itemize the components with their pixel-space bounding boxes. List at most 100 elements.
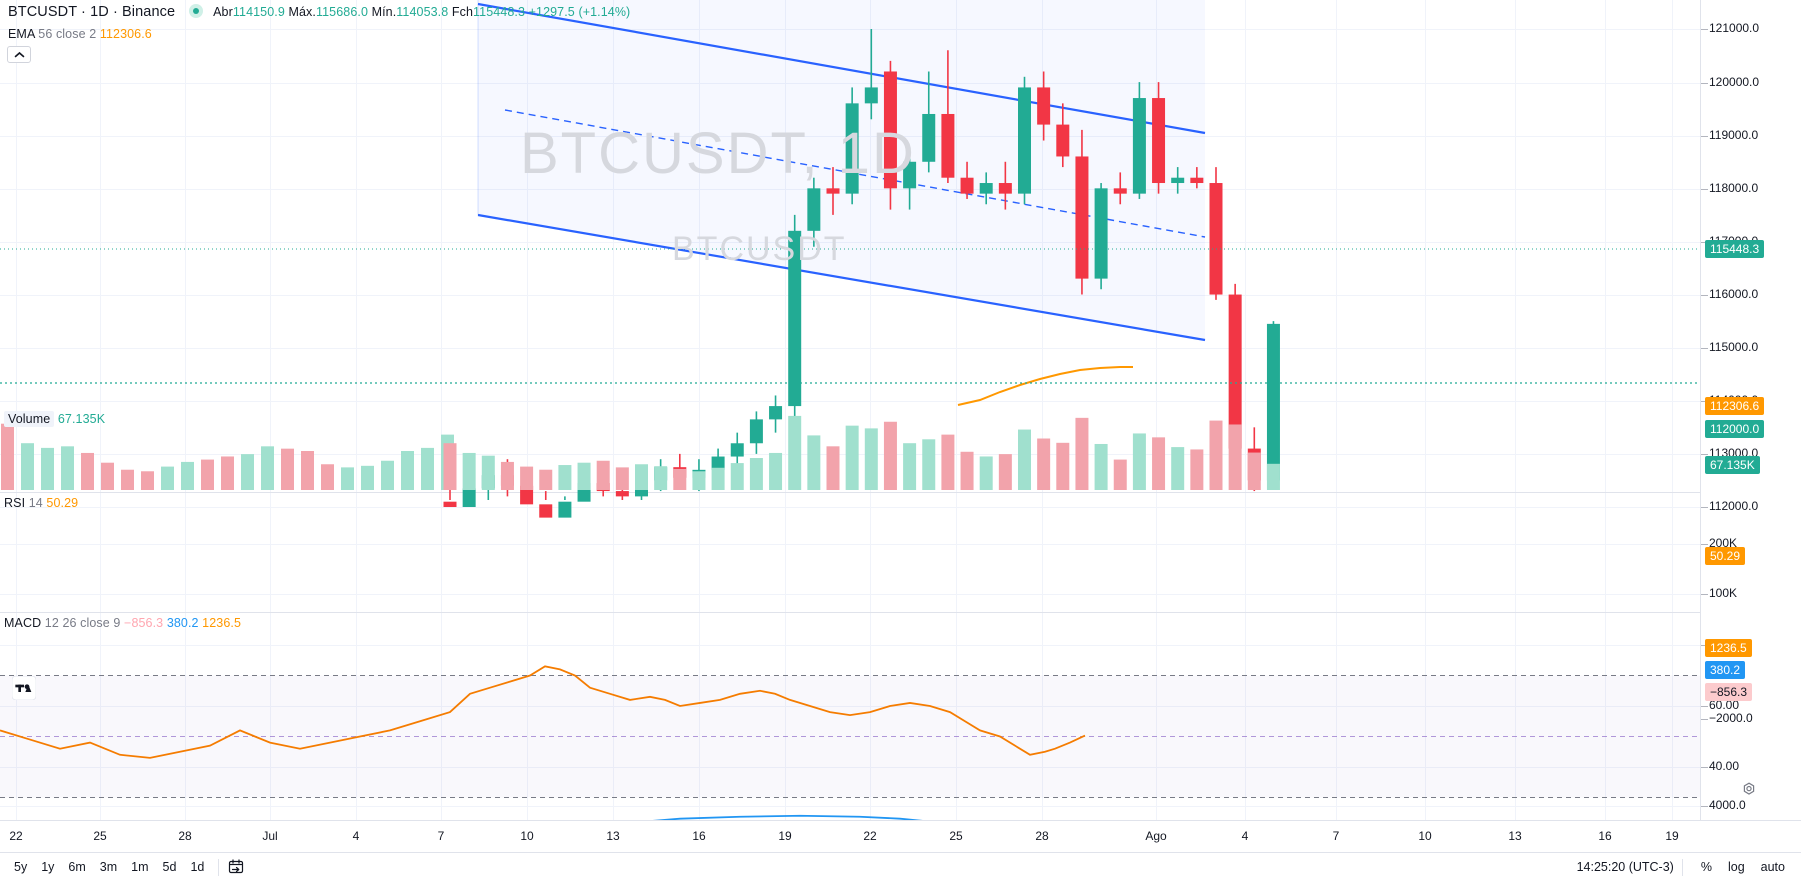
grid-line-vertical xyxy=(356,0,357,820)
candle-body xyxy=(1094,188,1108,279)
grid-line-vertical xyxy=(270,0,271,820)
pane-separator[interactable] xyxy=(0,492,1700,493)
time-axis-label: 16 xyxy=(692,829,706,843)
range-button-3m[interactable]: 3m xyxy=(99,860,118,874)
ema-value: 112306.6 xyxy=(99,27,152,41)
candle-body xyxy=(1190,177,1204,184)
macd-line-badge[interactable]: 1236.5 xyxy=(1705,639,1752,657)
volume-legend[interactable]: Volume 67.135K xyxy=(4,411,105,427)
candle-body xyxy=(1209,183,1223,295)
candle-body xyxy=(1113,188,1127,194)
time-axis-label: 25 xyxy=(93,829,107,843)
volume-bar xyxy=(635,464,648,490)
volume-last-badge[interactable]: 67.135K xyxy=(1705,456,1760,474)
volume-bar xyxy=(1247,452,1261,490)
high-value: 115686.0 xyxy=(315,5,368,19)
candle-body xyxy=(769,406,783,420)
high-label: Máx. xyxy=(288,5,316,19)
time-axis[interactable]: 22 25 28 Jul 4 7 10 13 16 19 22 25 28 Ago 4 7 10 13 16 19 xyxy=(0,820,1801,852)
volume-bar xyxy=(221,456,234,490)
pane-separator[interactable] xyxy=(0,612,1700,613)
ema-legend[interactable]: EMA 56 close 2 112306.6 xyxy=(8,27,152,41)
rsi-last-badge[interactable]: 50.29 xyxy=(1705,547,1746,565)
volume-bar xyxy=(421,447,434,490)
range-button-1y[interactable]: 1y xyxy=(41,860,55,874)
grid-line-vertical xyxy=(441,0,442,820)
scale-option-percent[interactable]: % xyxy=(1700,860,1712,874)
grid-line-vertical xyxy=(1515,0,1516,820)
range-button-1m[interactable]: 1m xyxy=(131,860,149,874)
time-axis-label: 16 xyxy=(1598,829,1612,843)
macd-signal-badge[interactable]: 380.2 xyxy=(1705,661,1746,679)
gear-icon[interactable] xyxy=(1739,780,1759,800)
axis-tick xyxy=(1701,83,1708,84)
ema-price-badge[interactable]: 112306.6 xyxy=(1705,397,1765,415)
grid-line-vertical xyxy=(1605,0,1606,820)
candle-body xyxy=(1228,294,1242,449)
grid-line-vertical xyxy=(1245,0,1246,820)
volume-bar xyxy=(1266,463,1280,490)
macd-name: MACD xyxy=(4,616,42,630)
volume-bar xyxy=(500,461,514,490)
volume-bar xyxy=(673,468,687,490)
macd-histogram-value: −856.3 xyxy=(124,616,164,630)
last-price-badge[interactable]: 115448.3 xyxy=(1705,240,1765,258)
macd-params: 12 26 close 9 xyxy=(44,616,121,630)
time-axis-label: 19 xyxy=(778,829,792,843)
clock-label[interactable]: 14:25:20 (UTC-3) xyxy=(1576,860,1674,874)
volume-bar xyxy=(1075,417,1089,490)
footer-right-group: 14:25:20 (UTC-3) % log auto xyxy=(1577,858,1801,876)
price-axis[interactable]: 121000.0120000.0119000.0118000.0117000.0… xyxy=(1700,0,1801,820)
axis-tick xyxy=(1701,136,1708,137)
symbol-title[interactable]: BTCUSDT · 1D · Binance xyxy=(8,4,176,20)
range-button-1d[interactable]: 1d xyxy=(190,860,205,874)
rsi-legend[interactable]: RSI 14 50.29 xyxy=(4,496,78,510)
time-axis-label: 13 xyxy=(1508,829,1522,843)
volume-bar xyxy=(121,469,134,490)
candle-body xyxy=(615,491,629,497)
macd-legend[interactable]: MACD 12 26 close 9 −856.3 380.2 1236.5 xyxy=(4,616,241,630)
scale-option-auto[interactable]: auto xyxy=(1760,860,1785,874)
volume-bar xyxy=(1018,429,1031,490)
prev-close-badge[interactable]: 112000.0 xyxy=(1705,420,1765,438)
axis-tick xyxy=(1701,454,1708,455)
collapse-pane-button[interactable] xyxy=(7,46,31,63)
candle-body xyxy=(788,230,802,407)
scale-option-log[interactable]: log xyxy=(1727,860,1745,874)
grid-line-horizontal xyxy=(0,507,1700,508)
volume-bar xyxy=(922,439,936,490)
date-range-icon[interactable] xyxy=(227,858,245,876)
range-button-5d[interactable]: 5d xyxy=(162,860,177,874)
price-axis-label: 120000.0 xyxy=(1709,75,1760,89)
grid-line-vertical xyxy=(785,0,786,820)
macd-signal-value: 380.2 xyxy=(166,616,199,630)
open-value: 114150.9 xyxy=(232,5,285,19)
volume-bar xyxy=(826,446,840,490)
candle-body xyxy=(443,501,457,507)
candle-body xyxy=(1056,124,1070,157)
grid-line-vertical xyxy=(1156,0,1157,820)
range-button-6m[interactable]: 6m xyxy=(68,860,86,874)
macd-line-value: 1236.5 xyxy=(202,616,242,630)
axis-tick xyxy=(1701,348,1708,349)
grid-line-vertical xyxy=(527,0,528,820)
candle-body xyxy=(845,103,859,194)
tradingview-logo-icon[interactable] xyxy=(12,676,36,700)
rsi-value: 50.29 xyxy=(46,496,79,510)
close-label: Fch xyxy=(451,5,474,19)
grid-line-vertical xyxy=(956,0,957,820)
grid-line-vertical xyxy=(699,0,700,820)
grid-line-horizontal xyxy=(0,401,1700,402)
time-axis-label: 10 xyxy=(520,829,534,843)
volume-bar xyxy=(361,465,374,490)
symbol-legend[interactable]: BTCUSDT · 1D · Binance Abr114150.9 Máx.11… xyxy=(8,4,630,20)
volume-bar xyxy=(443,443,457,490)
time-axis-label: 4 xyxy=(1241,829,1249,843)
rsi-params: 14 xyxy=(28,496,43,510)
grid-line-vertical xyxy=(185,0,186,820)
volume-bar xyxy=(321,464,334,490)
rsi-axis-label: 60.00 xyxy=(1709,698,1740,712)
range-button-5y[interactable]: 5y xyxy=(14,860,28,874)
macd-hist-badge[interactable]: −856.3 xyxy=(1705,683,1753,701)
chart-canvas[interactable]: BTCUSDT, 1D BTCUSDT xyxy=(0,0,1700,820)
